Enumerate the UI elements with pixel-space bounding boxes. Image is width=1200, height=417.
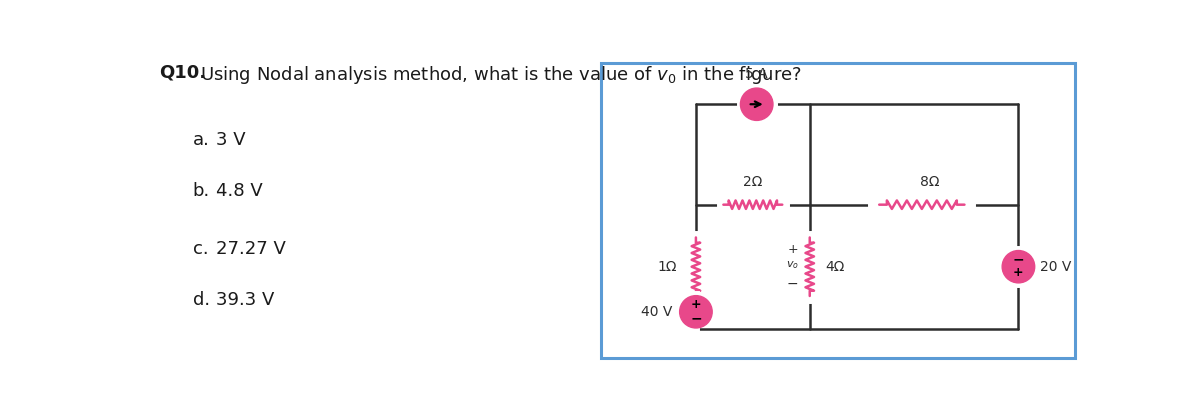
Text: −: − <box>787 276 798 291</box>
Circle shape <box>679 296 712 328</box>
Text: +: + <box>690 299 701 311</box>
Text: c.: c. <box>193 240 209 258</box>
Text: 40 V: 40 V <box>641 305 673 319</box>
Text: Q10.: Q10. <box>160 64 206 82</box>
Text: 2Ω: 2Ω <box>743 175 762 189</box>
Text: +: + <box>1013 266 1024 279</box>
Text: d.: d. <box>193 291 210 309</box>
Text: 39.3 V: 39.3 V <box>216 291 275 309</box>
Text: 4Ω: 4Ω <box>826 260 845 274</box>
Text: 5 A: 5 A <box>745 67 768 81</box>
Text: 1Ω: 1Ω <box>658 260 677 274</box>
Text: −: − <box>1013 253 1025 267</box>
Text: +: + <box>787 243 798 256</box>
Text: b.: b. <box>193 182 210 200</box>
Circle shape <box>1002 251 1034 283</box>
Bar <box>601 63 1075 358</box>
Text: 8Ω: 8Ω <box>920 175 940 189</box>
Text: −: − <box>690 312 702 326</box>
Text: Using Nodal analysis method, what is the value of $v_0$ in the figure?: Using Nodal analysis method, what is the… <box>199 64 802 86</box>
Text: 3 V: 3 V <box>216 131 246 149</box>
Text: 20 V: 20 V <box>1040 260 1072 274</box>
Text: 27.27 V: 27.27 V <box>216 240 286 258</box>
Circle shape <box>740 88 773 121</box>
Text: 4.8 V: 4.8 V <box>216 182 263 200</box>
Text: a.: a. <box>193 131 210 149</box>
Text: $v_o$: $v_o$ <box>786 259 799 271</box>
